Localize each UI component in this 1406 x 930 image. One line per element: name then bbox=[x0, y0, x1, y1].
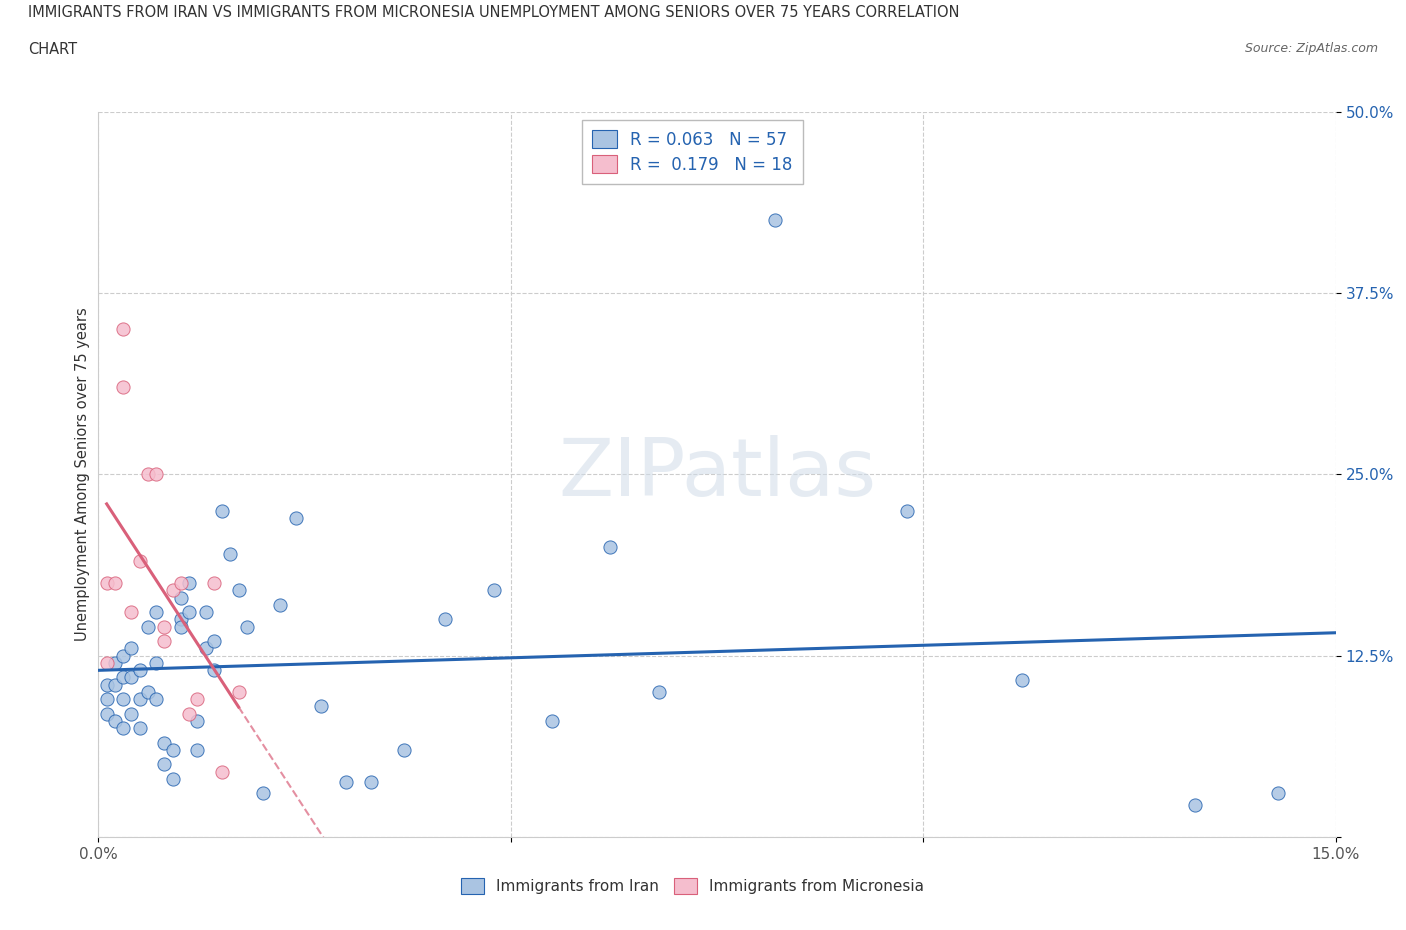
Point bbox=[648, 684, 671, 699]
Point bbox=[228, 684, 250, 699]
Point bbox=[128, 721, 150, 736]
Point bbox=[120, 706, 142, 721]
Y-axis label: Unemployment Among Seniors over 75 years: Unemployment Among Seniors over 75 years bbox=[75, 308, 90, 641]
Point bbox=[136, 467, 159, 482]
Point bbox=[186, 742, 208, 757]
Point bbox=[153, 757, 176, 772]
Point bbox=[228, 583, 250, 598]
Point bbox=[112, 692, 135, 707]
Point bbox=[202, 633, 225, 648]
Point bbox=[112, 322, 135, 337]
Point bbox=[145, 467, 167, 482]
Point bbox=[128, 663, 150, 678]
Point bbox=[136, 619, 159, 634]
Point bbox=[170, 576, 193, 591]
Point bbox=[162, 583, 184, 598]
Point bbox=[96, 692, 118, 707]
Point bbox=[170, 612, 193, 627]
Point bbox=[202, 576, 225, 591]
Point bbox=[484, 583, 506, 598]
Point bbox=[1011, 673, 1033, 688]
Point bbox=[162, 772, 184, 787]
Point bbox=[599, 539, 621, 554]
Point bbox=[179, 604, 201, 619]
Point bbox=[763, 213, 786, 228]
Legend: Immigrants from Iran, Immigrants from Micronesia: Immigrants from Iran, Immigrants from Mi… bbox=[453, 870, 932, 902]
Text: CHART: CHART bbox=[28, 42, 77, 57]
Point bbox=[285, 511, 308, 525]
Point bbox=[112, 670, 135, 684]
Text: ZIPatlas: ZIPatlas bbox=[558, 435, 876, 513]
Point bbox=[120, 641, 142, 656]
Point bbox=[145, 692, 167, 707]
Point bbox=[194, 604, 217, 619]
Point bbox=[96, 706, 118, 721]
Point bbox=[194, 641, 217, 656]
Point bbox=[236, 619, 259, 634]
Point bbox=[162, 742, 184, 757]
Point bbox=[136, 684, 159, 699]
Point bbox=[309, 699, 332, 714]
Point bbox=[433, 612, 456, 627]
Point bbox=[112, 721, 135, 736]
Point bbox=[186, 713, 208, 728]
Point bbox=[392, 742, 415, 757]
Point bbox=[186, 692, 208, 707]
Point bbox=[179, 706, 201, 721]
Point bbox=[211, 764, 233, 779]
Point bbox=[153, 633, 176, 648]
Point bbox=[104, 713, 127, 728]
Point bbox=[360, 775, 382, 790]
Point bbox=[269, 597, 291, 612]
Point bbox=[104, 576, 127, 591]
Point bbox=[104, 677, 127, 692]
Point bbox=[335, 775, 357, 790]
Point bbox=[96, 656, 118, 671]
Point bbox=[96, 677, 118, 692]
Text: IMMIGRANTS FROM IRAN VS IMMIGRANTS FROM MICRONESIA UNEMPLOYMENT AMONG SENIORS OV: IMMIGRANTS FROM IRAN VS IMMIGRANTS FROM … bbox=[28, 5, 960, 20]
Point bbox=[128, 692, 150, 707]
Point bbox=[128, 554, 150, 569]
Point bbox=[112, 379, 135, 394]
Point bbox=[153, 736, 176, 751]
Point bbox=[112, 648, 135, 663]
Point bbox=[896, 503, 918, 518]
Point bbox=[211, 503, 233, 518]
Point bbox=[145, 656, 167, 671]
Point bbox=[1184, 798, 1206, 813]
Point bbox=[219, 547, 242, 562]
Point bbox=[120, 670, 142, 684]
Point bbox=[145, 604, 167, 619]
Point bbox=[202, 663, 225, 678]
Point bbox=[153, 619, 176, 634]
Point bbox=[252, 786, 274, 801]
Point bbox=[1267, 786, 1289, 801]
Text: Source: ZipAtlas.com: Source: ZipAtlas.com bbox=[1244, 42, 1378, 55]
Point bbox=[120, 604, 142, 619]
Point bbox=[541, 713, 564, 728]
Point bbox=[104, 656, 127, 671]
Point bbox=[179, 576, 201, 591]
Point bbox=[170, 591, 193, 605]
Point bbox=[96, 576, 118, 591]
Point bbox=[170, 619, 193, 634]
